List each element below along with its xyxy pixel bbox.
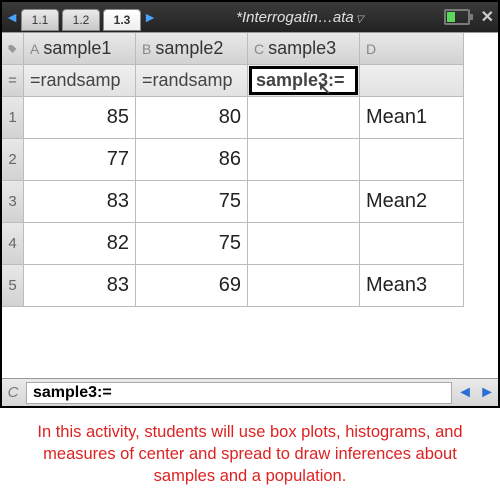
row-header[interactable]: 1 xyxy=(2,97,24,139)
selected-cell[interactable]: sample3:= ↖ xyxy=(249,66,358,95)
tab-label: 1.3 xyxy=(114,13,131,27)
title-dropdown-icon[interactable]: ▽ xyxy=(356,14,364,25)
col-letter: A xyxy=(30,41,39,57)
cell-a2[interactable]: 77 xyxy=(24,139,136,181)
cell-a3[interactable]: 83 xyxy=(24,181,136,223)
entry-next-icon[interactable]: ► xyxy=(476,382,498,404)
formula-c-selected[interactable]: sample3:= ↖ xyxy=(248,65,360,97)
formula-a[interactable]: =randsamp xyxy=(24,65,136,97)
formula-d[interactable] xyxy=(360,65,464,97)
close-icon[interactable]: ✕ xyxy=(481,7,494,27)
col-name: sample1 xyxy=(43,38,111,59)
cell-a4[interactable]: 82 xyxy=(24,223,136,265)
cell-d5[interactable]: Mean3 xyxy=(360,265,464,307)
corner-cell[interactable] xyxy=(2,33,24,65)
formula-text: =randsamp xyxy=(142,70,233,91)
document-title: *Interrogatin…ata▽ xyxy=(159,9,441,26)
entry-col-label: C xyxy=(2,384,24,401)
tab-prev-arrow[interactable]: ◄ xyxy=(6,8,18,26)
formula-text: =randsamp xyxy=(30,70,121,91)
cell-b1[interactable]: 80 xyxy=(136,97,248,139)
cell-c5[interactable] xyxy=(248,265,360,307)
tab-1-2[interactable]: 1.2 xyxy=(62,9,100,31)
cell-b4[interactable]: 75 xyxy=(136,223,248,265)
tag-icon xyxy=(8,42,17,56)
calculator-screen: ◄ 1.1 1.2 1.3 ► *Interrogatin…ata▽ ✕ Asa… xyxy=(0,0,500,408)
col-letter: B xyxy=(142,41,151,57)
battery-fill xyxy=(447,12,456,22)
entry-value: sample3:= xyxy=(33,384,112,402)
tab-label: 1.2 xyxy=(73,13,90,27)
cell-d1[interactable]: Mean1 xyxy=(360,97,464,139)
cell-d4[interactable] xyxy=(360,223,464,265)
col-letter: C xyxy=(254,41,264,57)
cell-b2[interactable]: 86 xyxy=(136,139,248,181)
row-header[interactable]: 2 xyxy=(2,139,24,181)
col-name: sample3 xyxy=(268,38,336,59)
tab-next-arrow[interactable]: ► xyxy=(144,8,156,26)
formula-b[interactable]: =randsamp xyxy=(136,65,248,97)
cell-a1[interactable]: 85 xyxy=(24,97,136,139)
entry-field[interactable]: sample3:= xyxy=(26,382,452,404)
col-header-b[interactable]: Bsample2 xyxy=(136,33,248,65)
cell-c3[interactable] xyxy=(248,181,360,223)
row-header[interactable]: 3 xyxy=(2,181,24,223)
caption-area: In this activity, students will use box … xyxy=(0,408,500,500)
document-title-text: *Interrogatin…ata xyxy=(236,9,354,26)
col-name: sample2 xyxy=(155,38,223,59)
cell-d3[interactable]: Mean2 xyxy=(360,181,464,223)
col-header-d[interactable]: D xyxy=(360,33,464,65)
cell-c2[interactable] xyxy=(248,139,360,181)
cell-c1[interactable] xyxy=(248,97,360,139)
selected-cell-text: sample3:= xyxy=(256,70,345,91)
cell-b3[interactable]: 75 xyxy=(136,181,248,223)
tab-1-3[interactable]: 1.3 xyxy=(103,9,141,31)
row-header[interactable]: 4 xyxy=(2,223,24,265)
entry-prev-icon[interactable]: ◄ xyxy=(454,382,476,404)
col-letter: D xyxy=(366,41,376,57)
col-header-c[interactable]: Csample3 xyxy=(248,33,360,65)
battery-icon xyxy=(444,9,470,25)
entry-bar: C sample3:= ◄ ► xyxy=(2,378,498,406)
cell-b5[interactable]: 69 xyxy=(136,265,248,307)
cell-a5[interactable]: 83 xyxy=(24,265,136,307)
cell-d2[interactable] xyxy=(360,139,464,181)
tab-label: 1.1 xyxy=(32,13,49,27)
tab-1-1[interactable]: 1.1 xyxy=(21,9,59,31)
cell-c4[interactable] xyxy=(248,223,360,265)
caption-text: In this activity, students will use box … xyxy=(18,421,482,488)
formula-row-header[interactable]: = xyxy=(2,65,24,97)
spreadsheet[interactable]: Asample1 Bsample2 Csample3 D = =randsamp… xyxy=(2,32,498,378)
titlebar: ◄ 1.1 1.2 1.3 ► *Interrogatin…ata▽ ✕ xyxy=(2,2,498,32)
row-header[interactable]: 5 xyxy=(2,265,24,307)
col-header-a[interactable]: Asample1 xyxy=(24,33,136,65)
